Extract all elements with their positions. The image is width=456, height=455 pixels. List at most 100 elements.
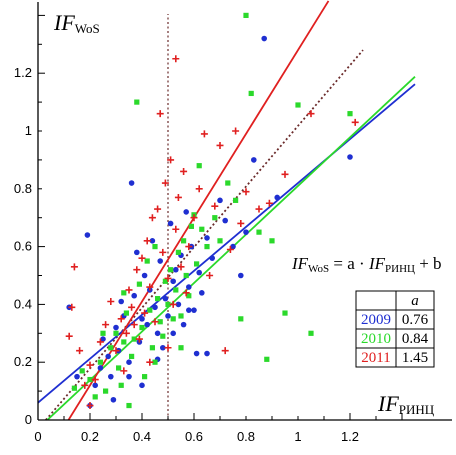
point-2010 [264, 356, 270, 362]
x-axis-title: IFРИНЦ [377, 391, 435, 417]
point-2010 [134, 99, 140, 105]
point-2010 [118, 382, 124, 388]
point-2009 [186, 307, 192, 313]
point-2011 [120, 367, 128, 375]
y-tick-label: 0.6 [14, 239, 32, 254]
point-2010 [196, 163, 202, 169]
coefficient-table: a 2009 0.76 2010 0.84 2011 1.45 [355, 290, 435, 368]
point-2010 [347, 111, 353, 117]
point-2009 [209, 255, 215, 261]
point-2010 [97, 359, 103, 365]
point-2009 [108, 373, 114, 380]
axes [37, 2, 452, 421]
point-2011 [226, 245, 234, 253]
point-2009 [175, 301, 182, 308]
point-2011 [81, 381, 89, 389]
point-2010 [269, 238, 275, 244]
point-2009 [105, 353, 111, 360]
y-tick-label: 0 [25, 412, 32, 427]
point-2010 [181, 238, 187, 244]
point-2011 [206, 272, 214, 279]
point-2009 [149, 238, 156, 244]
point-2011 [154, 205, 162, 213]
y-tick-label: 0.8 [14, 181, 32, 196]
point-2010 [194, 261, 200, 267]
point-2011 [146, 283, 154, 291]
point-2010 [157, 319, 163, 325]
point-2009 [217, 197, 223, 204]
y-tick-label: 1.2 [14, 65, 32, 80]
point-2010 [248, 90, 254, 97]
point-2009 [152, 304, 158, 311]
point-2010 [129, 353, 135, 360]
point-2009 [144, 321, 150, 328]
point-2011 [76, 347, 84, 355]
point-2009 [154, 330, 161, 337]
point-2009 [160, 344, 166, 351]
point-2011 [174, 193, 182, 201]
point-2009 [97, 365, 104, 371]
point-2009 [118, 298, 124, 305]
point-2010 [108, 345, 114, 351]
point-2011 [70, 263, 78, 271]
point-2011 [307, 110, 315, 118]
x-tick-label: 1 [294, 429, 301, 444]
point-2011 [164, 344, 172, 352]
point-2009 [134, 249, 140, 256]
point-2011 [200, 130, 208, 138]
point-2009 [126, 359, 132, 366]
table-coef-2009: 0.76 [402, 312, 429, 328]
point-2009 [193, 350, 200, 357]
point-2009 [173, 266, 179, 273]
point-2011 [232, 127, 240, 135]
point-2010 [121, 339, 127, 345]
point-2011 [107, 298, 115, 306]
point-2009 [139, 316, 145, 322]
point-2010 [152, 244, 158, 250]
point-2010 [113, 330, 119, 336]
point-2011 [102, 321, 110, 329]
table-coef-2010: 0.84 [402, 331, 429, 347]
point-2011 [68, 303, 76, 311]
point-2010 [199, 226, 205, 232]
point-2010 [165, 301, 171, 307]
point-2011 [221, 347, 229, 355]
point-2011 [216, 141, 224, 149]
point-2009 [139, 382, 145, 389]
point-2009 [170, 330, 176, 337]
point-2011 [65, 332, 73, 340]
point-2010 [238, 316, 244, 322]
point-2010 [183, 272, 189, 279]
point-2010 [225, 180, 231, 186]
point-2011 [130, 321, 138, 329]
point-2009 [84, 232, 91, 238]
point-2011 [190, 214, 198, 222]
point-2009 [165, 313, 171, 319]
point-2009 [204, 350, 210, 357]
point-2010 [123, 310, 129, 316]
point-2011 [91, 376, 99, 384]
point-2011 [172, 225, 180, 233]
point-2010 [178, 313, 184, 319]
point-2011 [182, 289, 190, 297]
point-2009 [238, 272, 244, 279]
point-2010 [233, 197, 239, 203]
point-2009 [204, 235, 210, 241]
point-2010 [243, 12, 249, 18]
point-2011 [143, 237, 151, 245]
point-2011 [141, 309, 149, 317]
point-2011 [138, 254, 146, 262]
point-2011 [172, 55, 180, 63]
point-2010 [162, 278, 168, 284]
point-2010 [139, 324, 145, 331]
x-tick-label: 0 [34, 429, 41, 444]
point-2010 [79, 368, 85, 374]
fit-line-2009 [38, 83, 416, 404]
point-2011 [265, 199, 273, 207]
point-2009 [196, 269, 202, 276]
point-2011 [242, 188, 250, 196]
point-2011 [117, 315, 125, 323]
point-2010 [103, 388, 109, 394]
point-2011 [86, 402, 94, 410]
point-2011 [125, 286, 133, 294]
